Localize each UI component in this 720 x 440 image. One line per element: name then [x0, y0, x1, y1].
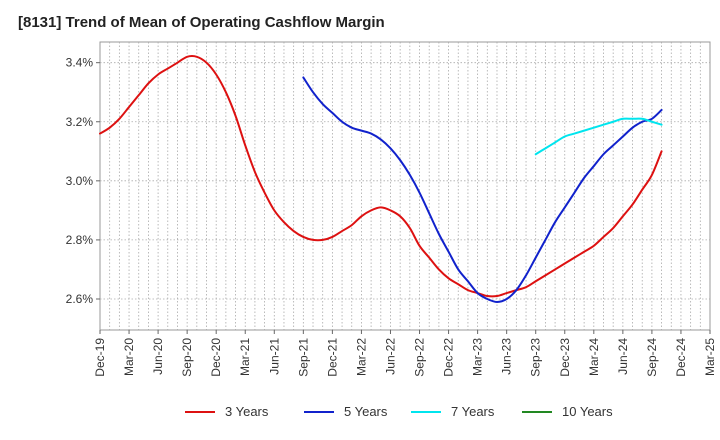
legend-item-10-years: 10 Years [522, 404, 613, 419]
x-tick-label: Sep-20 [180, 338, 194, 377]
legend-swatch [411, 410, 441, 413]
x-tick-label: Dec-24 [674, 338, 688, 377]
x-tick-label: Jun-24 [616, 338, 630, 375]
y-tick-label: 2.6% [66, 292, 94, 306]
x-tick-label: Mar-25 [703, 338, 717, 376]
legend-label: 5 Years [344, 404, 388, 419]
legend-label: 7 Years [451, 404, 495, 419]
x-tick-label: Sep-21 [296, 338, 310, 377]
x-tick-label: Sep-24 [645, 338, 659, 377]
x-axis-ticks: Dec-19 Mar-20 Jun-20 Sep-20 Dec-20 Mar-21 Jun-… [93, 330, 717, 377]
x-tick-label: Dec-23 [558, 338, 572, 377]
x-tick-label: Mar-22 [354, 338, 368, 376]
x-tick-label: Sep-23 [529, 338, 543, 377]
series-lines [99, 55, 663, 303]
legend-swatch [185, 410, 215, 413]
x-tick-label: Dec-21 [325, 338, 339, 377]
x-tick-label: Jun-22 [383, 338, 397, 375]
grid [100, 42, 710, 330]
y-tick-label: 3.0% [66, 174, 94, 188]
y-axis-ticks: 2.6% 2.8% 3.0% 3.2% 3.4% [66, 56, 100, 306]
legend-item-3-years: 3 Years [185, 404, 268, 419]
legend-item-7-years: 7 Years [411, 404, 494, 419]
series-line-3-years [99, 55, 663, 298]
legend-item-5-years: 5 Years [304, 404, 387, 419]
x-tick-label: Jun-20 [151, 338, 165, 375]
legend-swatch [304, 410, 334, 413]
x-tick-label: Sep-22 [413, 338, 427, 377]
x-tick-label: Mar-20 [122, 338, 136, 376]
x-tick-label: Jun-23 [500, 338, 514, 375]
legend-label: 10 Years [562, 404, 613, 419]
x-tick-label: Dec-19 [93, 338, 107, 377]
x-tick-label: Mar-24 [587, 338, 601, 376]
y-tick-label: 3.4% [66, 56, 94, 70]
chart-title: [8131] Trend of Mean of Operating Cashfl… [18, 14, 385, 31]
legend-swatch [522, 410, 552, 413]
x-tick-label: Jun-21 [267, 338, 281, 375]
x-tick-label: Dec-20 [209, 338, 223, 377]
x-tick-label: Dec-22 [442, 338, 456, 377]
series-line-7-years [534, 117, 663, 156]
legend-label: 3 Years [225, 404, 269, 419]
plot-area [99, 41, 711, 331]
y-tick-label: 3.2% [66, 115, 94, 129]
series-line-5-years [302, 76, 663, 303]
x-tick-label: Mar-23 [471, 338, 485, 376]
legend: 3 Years 5 Years 7 Years 10 Years [0, 404, 720, 426]
y-tick-label: 2.8% [66, 233, 94, 247]
x-tick-label: Mar-21 [238, 338, 252, 376]
